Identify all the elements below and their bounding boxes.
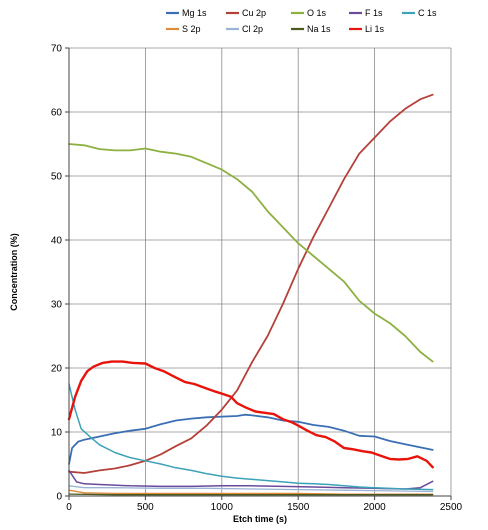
legend-label: Cu 2p (242, 8, 266, 18)
y-tick-label: 10 (51, 428, 63, 439)
y-tick-label: 40 (51, 236, 63, 247)
x-tick-label: 1500 (287, 502, 310, 513)
chart-legend: Mg 1s Cu 2p O 1s F 1s C 1s S 2p Cl 2p Na 1s Li 1… (166, 8, 437, 34)
series-line-c-1s (68, 383, 434, 491)
series-line-na-1s (68, 493, 434, 496)
x-tick-label: 0 (66, 502, 72, 513)
series-line-li-1s (67, 360, 434, 469)
y-tick-label: 20 (51, 364, 63, 375)
y-tick-label: 50 (51, 172, 63, 183)
legend-label: Li 1s (365, 24, 385, 34)
legend-label: O 1s (307, 8, 327, 18)
y-tick-label: 30 (51, 300, 63, 311)
x-tick-label: 500 (137, 502, 154, 513)
y-tick-label: 0 (56, 492, 62, 503)
x-axis-ticks: 0 500 1000 1500 2000 2500 (66, 496, 463, 513)
legend-label: S 2p (182, 24, 201, 34)
x-axis-label: Etch time (s) (233, 514, 287, 524)
chart-gridlines (69, 47, 452, 496)
x-tick-label: 2500 (440, 502, 463, 513)
series-line-mg-1s (68, 413, 434, 465)
y-tick-label: 70 (51, 44, 63, 55)
chart-axes (68, 48, 451, 497)
legend-label: Cl 2p (242, 24, 263, 34)
x-tick-label: 1000 (211, 502, 234, 513)
chart-series-group (67, 93, 434, 496)
x-tick-label: 2000 (363, 502, 386, 513)
y-tick-label: 60 (51, 108, 63, 119)
y-axis-ticks: 0 10 20 30 40 50 60 70 (51, 44, 69, 503)
series-line-cu-2p (68, 93, 434, 474)
series-line-cl-2p (68, 485, 434, 493)
legend-label: Na 1s (307, 24, 331, 34)
legend-label: Mg 1s (182, 8, 207, 18)
y-axis-label: Concentration (%) (9, 233, 19, 311)
series-line-o-1s (68, 143, 434, 363)
legend-label: C 1s (418, 8, 437, 18)
legend-label: F 1s (365, 8, 383, 18)
